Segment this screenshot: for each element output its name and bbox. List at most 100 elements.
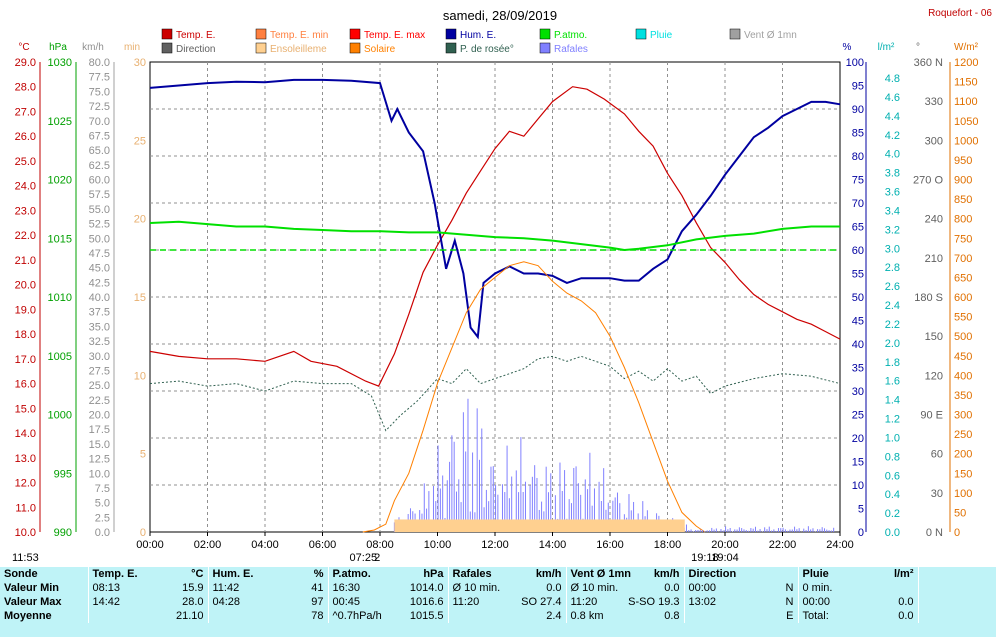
cell-right: 0.8 bbox=[664, 610, 680, 622]
unit-patm: hPa bbox=[49, 42, 67, 53]
x-tick-label: 24:00 bbox=[826, 539, 854, 551]
table-cell: 11:20 S-SO 19.3 bbox=[565, 595, 684, 609]
table-header: Rafales km/h bbox=[447, 567, 566, 581]
tick-wind: 17.5 bbox=[89, 424, 110, 436]
cell-right: 0.0 bbox=[898, 610, 914, 622]
legend-swatch bbox=[539, 28, 551, 40]
tick-temp: 23.0 bbox=[15, 205, 36, 217]
tick-wind: 70.0 bbox=[89, 116, 110, 128]
tick-dir: 150 bbox=[925, 331, 943, 343]
tick-hum: 40 bbox=[852, 339, 864, 351]
table-cell: 04:28 97 bbox=[207, 595, 328, 609]
tick-rain: 3.0 bbox=[885, 243, 900, 255]
legend-swatch bbox=[729, 28, 741, 40]
table-cell: 0.8 km 0.8 bbox=[565, 609, 684, 623]
tick-rain: 1.8 bbox=[885, 357, 900, 369]
tick-patm: 990 bbox=[54, 527, 72, 539]
tick-wind: 37.5 bbox=[89, 307, 110, 319]
tick-wind: 77.5 bbox=[89, 72, 110, 84]
tick-patm: 1030 bbox=[48, 57, 72, 69]
tick-dir: 240 bbox=[925, 214, 943, 226]
x-tick-label: 22:00 bbox=[769, 539, 797, 551]
tick-hum: 25 bbox=[852, 410, 864, 422]
unit-wind: km/h bbox=[82, 42, 104, 53]
cell-right: 78 bbox=[311, 610, 324, 622]
cell-right: 28.0 bbox=[182, 596, 204, 608]
legend-label: Direction bbox=[176, 44, 215, 55]
tick-wind: 12.5 bbox=[89, 454, 110, 466]
table-row: Valeur Max 14:42 28.0 04:28 97 00:45 1016.6 11:… bbox=[0, 595, 996, 609]
tick-wind: 65.0 bbox=[89, 145, 110, 157]
tick-rain: 4.6 bbox=[885, 92, 900, 104]
weather-chart: samedi, 28/09/2019 Roquefort - 06 Temp. … bbox=[12, 8, 992, 564]
tick-wind: 0.0 bbox=[95, 527, 110, 539]
table-cell: Ø 10 min. 0.0 bbox=[447, 581, 566, 595]
tick-hum: 20 bbox=[852, 433, 864, 445]
table-cell: ^0.7hPa/h 1015.5 bbox=[327, 609, 448, 623]
table-cell: 08:13 15.9 bbox=[87, 581, 208, 595]
tick-wind: 40.0 bbox=[89, 292, 110, 304]
cell-left: 16:30 bbox=[332, 582, 361, 594]
header-label: P.atmo. bbox=[332, 568, 371, 580]
series-0 bbox=[149, 86, 841, 387]
x-tick-label: 06:00 bbox=[309, 539, 337, 551]
tick-min: 0 bbox=[140, 527, 146, 539]
tick-solar: 1050 bbox=[954, 116, 978, 128]
tick-solar: 900 bbox=[954, 175, 972, 187]
cell-right: 1014.0 bbox=[409, 582, 444, 594]
tick-wind: 22.5 bbox=[89, 395, 110, 407]
cell-right: N bbox=[785, 596, 794, 608]
tick-solar: 350 bbox=[954, 390, 972, 402]
cell-left: ^0.7hPa/h bbox=[332, 610, 382, 622]
table-row: Moyenne 21.10 78 ^0.7hPa/h 1015.5 2.4 0.8 km 0.… bbox=[0, 609, 996, 623]
tick-solar: 850 bbox=[954, 194, 972, 206]
axes: 29.0 28.0 27.0 26.0 25.0 24.0 23.0 22.0 21.0 20.0… bbox=[15, 57, 979, 539]
table-cell: 00:45 1016.6 bbox=[327, 595, 448, 609]
tick-temp: 21.0 bbox=[15, 255, 36, 267]
tick-min: 10 bbox=[134, 370, 146, 382]
tick-hum: 30 bbox=[852, 386, 864, 398]
tick-wind: 27.5 bbox=[89, 365, 110, 377]
unit-hum: % bbox=[843, 42, 852, 53]
x-tick-label: 08:00 bbox=[366, 539, 394, 551]
series-2 bbox=[149, 220, 840, 252]
tick-rain: 0.0 bbox=[885, 527, 900, 539]
cell-right: 21.10 bbox=[175, 610, 204, 622]
tick-patm: 1000 bbox=[48, 410, 72, 422]
row-label: Valeur Min bbox=[4, 582, 60, 594]
legend-label: Pluie bbox=[650, 30, 673, 41]
tick-hum: 100 bbox=[846, 57, 864, 69]
tick-hum: 10 bbox=[852, 480, 864, 492]
tick-patm: 1025 bbox=[48, 116, 72, 128]
tick-wind: 5.0 bbox=[95, 498, 110, 510]
tick-solar: 950 bbox=[954, 155, 972, 167]
legend-swatch bbox=[539, 42, 551, 54]
table-cell: 14:42 28.0 bbox=[87, 595, 208, 609]
tick-dir: 60 bbox=[931, 449, 943, 461]
cell-left: 04:28 bbox=[212, 596, 241, 608]
event-label: 19:04 bbox=[711, 552, 739, 564]
cell-left: 11:20 bbox=[452, 596, 480, 608]
tick-min: 25 bbox=[134, 135, 146, 147]
table-cell: 13:02 N bbox=[683, 595, 798, 609]
tick-solar: 1150 bbox=[954, 77, 978, 89]
tick-solar: 100 bbox=[954, 488, 972, 500]
tick-wind: 10.0 bbox=[89, 468, 110, 480]
tick-solar: 450 bbox=[954, 351, 972, 363]
tick-patm: 1010 bbox=[48, 292, 72, 304]
tick-wind: 32.5 bbox=[89, 336, 110, 348]
unit-rain: l/m² bbox=[878, 42, 895, 53]
table-cell: 2.4 bbox=[447, 609, 566, 623]
tick-solar: 150 bbox=[954, 468, 972, 480]
tick-wind: 35.0 bbox=[89, 321, 110, 333]
table-header: Temp. E. °C bbox=[87, 567, 208, 581]
cell-right: 97 bbox=[311, 596, 324, 608]
tick-solar: 0 bbox=[954, 527, 960, 539]
header-unit: hPa bbox=[423, 568, 444, 580]
header-label: Temp. E. bbox=[92, 568, 138, 580]
tick-rain: 0.4 bbox=[885, 489, 900, 501]
legend-label: Temp. E. max bbox=[364, 30, 425, 41]
x-axis: 00:00 02:00 04:00 06:00 08:00 10:00 12:00 14:00… bbox=[136, 532, 854, 551]
tick-rain: 3.6 bbox=[885, 187, 900, 199]
